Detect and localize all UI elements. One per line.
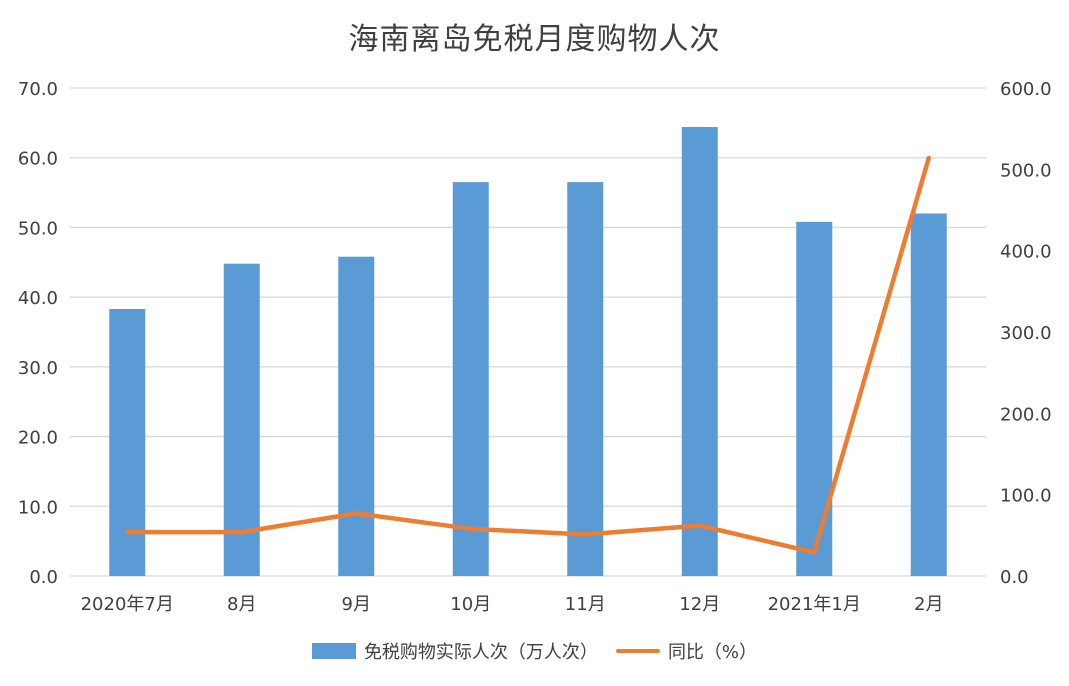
bar [338, 256, 375, 576]
x-tick-label: 2月 [914, 594, 943, 615]
y-left-tick-label: 50.0 [18, 218, 58, 239]
series-line [125, 155, 931, 555]
bar [452, 182, 489, 576]
legend-swatch-bar [311, 643, 356, 659]
y-right-tick-label: 300.0 [1000, 323, 1052, 344]
bar [223, 263, 260, 576]
x-tick-label: 11月 [565, 594, 606, 615]
y-left-tick-label: 30.0 [18, 358, 58, 379]
x-tick-label: 12月 [679, 594, 720, 615]
legend-swatch-line [615, 649, 660, 653]
bar [910, 213, 947, 576]
y-right-tick-label: 500.0 [1000, 160, 1052, 181]
x-tick-label: 2021年1月 [768, 594, 861, 615]
y-right-tick-label: 600.0 [1000, 79, 1052, 100]
x-tick-label: 2020年7月 [81, 594, 174, 615]
legend-label-bars: 免税购物实际人次（万人次） [363, 642, 598, 663]
x-tick-label: 9月 [342, 594, 371, 615]
legend-label-line: 同比（%） [667, 642, 758, 663]
y-left-tick-label: 10.0 [18, 497, 58, 518]
y-left-tick-label: 0.0 [29, 567, 58, 588]
x-tick-label: 8月 [227, 594, 256, 615]
y-left-tick-label: 60.0 [18, 149, 58, 170]
x-tick-label: 10月 [450, 594, 491, 615]
y-left-tick-label: 40.0 [18, 288, 58, 309]
chart-title: 海南离岛免税月度购物人次 [348, 22, 721, 57]
y-left-tick-label: 20.0 [18, 428, 58, 449]
y-right-tick-label: 100.0 [1000, 486, 1052, 507]
legend: 免税购物实际人次（万人次） 同比（%） [0, 638, 1069, 664]
bar [567, 182, 604, 576]
y-left-tick-label: 70.0 [18, 79, 58, 100]
legend-item-line: 同比（%） [615, 638, 758, 664]
bar [681, 127, 718, 576]
y-right-tick-label: 400.0 [1000, 242, 1052, 263]
bar [109, 308, 146, 576]
bar [796, 221, 833, 576]
y-right-tick-label: 200.0 [1000, 404, 1052, 425]
legend-item-bars: 免税购物实际人次（万人次） [311, 638, 598, 664]
y-right-tick-label: 0.0 [1000, 567, 1029, 588]
